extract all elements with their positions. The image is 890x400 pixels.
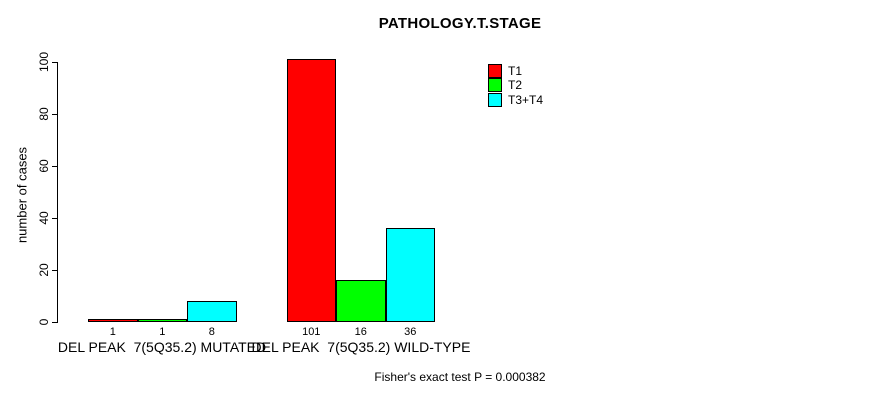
chart-title: PATHOLOGY.T.STAGE — [378, 15, 542, 32]
y-tick — [52, 165, 58, 167]
bar-value-label: 1 — [159, 326, 166, 338]
bar-t2-group1 — [137, 319, 187, 322]
legend-row: T1 — [488, 64, 543, 79]
legend-row: T3+T4 — [488, 92, 544, 107]
legend-label: T2 — [508, 78, 523, 93]
legend-swatch-icon — [488, 92, 502, 107]
legend-row: T2 — [488, 78, 543, 93]
y-tick-label: 60 — [37, 159, 51, 173]
footnote-pvalue: Fisher's exact test P = 0.000382 — [374, 370, 546, 384]
y-tick-label: 40 — [37, 211, 51, 225]
bar-t2-group2 — [336, 280, 386, 322]
bar-value-label: 1 — [109, 326, 116, 338]
y-tick — [52, 61, 58, 63]
bar-value-label: 8 — [208, 326, 215, 338]
category-label-mutated: DEL PEAK 7(5Q35.2) MUTATED — [57, 339, 267, 355]
bar-value-label: 16 — [354, 326, 367, 338]
y-tick — [52, 321, 58, 323]
y-tick — [52, 217, 58, 219]
bar-t1-group2 — [286, 59, 336, 322]
category-label-wildtype: DEL PEAK 7(5Q35.2) WILD-TYPE — [251, 339, 471, 355]
y-tick-label: 80 — [37, 107, 51, 121]
bar-value-label: 36 — [404, 326, 417, 338]
legend-label: T1 — [508, 64, 523, 79]
y-tick — [52, 269, 58, 271]
y-tick — [52, 113, 58, 115]
legend-swatch-icon — [488, 78, 502, 93]
y-tick-label: 100 — [37, 51, 51, 73]
bar-t3-t4-group2 — [385, 228, 435, 322]
bar-t3-t4-group1 — [187, 301, 237, 322]
bar-value-label: 101 — [302, 326, 321, 338]
y-axis-line — [57, 62, 58, 323]
bar-t1-group1 — [88, 319, 138, 322]
y-tick-label: 20 — [37, 263, 51, 277]
y-tick-label: 0 — [37, 318, 51, 326]
legend: T1 T2 T3+T4 — [488, 64, 543, 107]
legend-label: T3+T4 — [508, 92, 544, 107]
legend-swatch-icon — [488, 64, 502, 79]
y-axis-title: number of cases — [14, 146, 30, 244]
